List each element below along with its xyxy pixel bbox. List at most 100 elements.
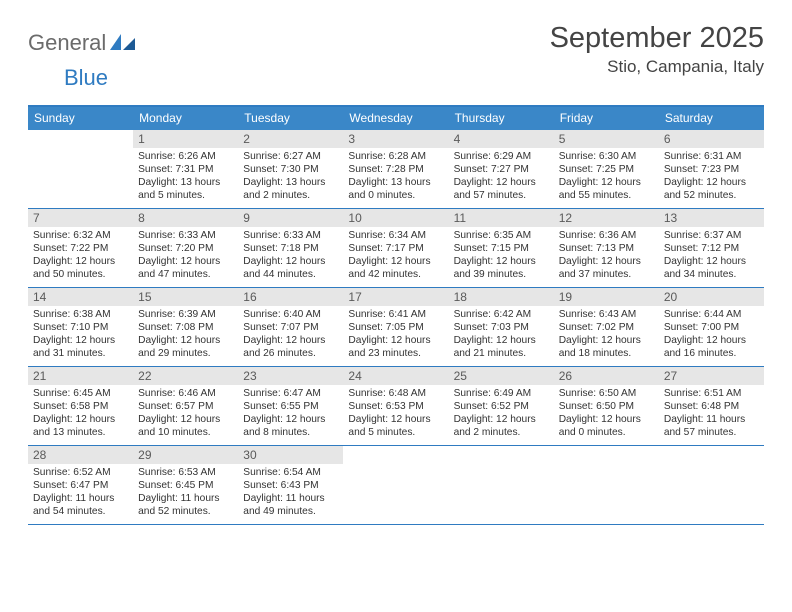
day-body: Sunrise: 6:52 AMSunset: 6:47 PMDaylight:… <box>28 464 133 522</box>
sunrise-text: Sunrise: 6:29 AM <box>454 150 549 163</box>
day-body: Sunrise: 6:44 AMSunset: 7:00 PMDaylight:… <box>659 306 764 364</box>
day-cell: 15Sunrise: 6:39 AMSunset: 7:08 PMDayligh… <box>133 288 238 366</box>
day-cell: 1Sunrise: 6:26 AMSunset: 7:31 PMDaylight… <box>133 130 238 208</box>
day-cell: 27Sunrise: 6:51 AMSunset: 6:48 PMDayligh… <box>659 367 764 445</box>
daylight-text: Daylight: 12 hours and 5 minutes. <box>348 413 443 439</box>
sunrise-text: Sunrise: 6:42 AM <box>454 308 549 321</box>
calendar: Sunday Monday Tuesday Wednesday Thursday… <box>28 105 764 525</box>
daylight-text: Daylight: 11 hours and 52 minutes. <box>138 492 233 518</box>
day-number: 15 <box>133 288 238 306</box>
daylight-text: Daylight: 12 hours and 18 minutes. <box>559 334 654 360</box>
day-cell: 10Sunrise: 6:34 AMSunset: 7:17 PMDayligh… <box>343 209 448 287</box>
sunset-text: Sunset: 6:57 PM <box>138 400 233 413</box>
sunset-text: Sunset: 7:20 PM <box>138 242 233 255</box>
daylight-text: Daylight: 12 hours and 50 minutes. <box>33 255 128 281</box>
sunrise-text: Sunrise: 6:31 AM <box>664 150 759 163</box>
daylight-text: Daylight: 12 hours and 34 minutes. <box>664 255 759 281</box>
daylight-text: Daylight: 12 hours and 10 minutes. <box>138 413 233 439</box>
dow-monday: Monday <box>133 107 238 130</box>
daylight-text: Daylight: 12 hours and 37 minutes. <box>559 255 654 281</box>
dow-sunday: Sunday <box>28 107 133 130</box>
day-number: 17 <box>343 288 448 306</box>
sunrise-text: Sunrise: 6:44 AM <box>664 308 759 321</box>
day-cell <box>554 446 659 524</box>
day-cell: 18Sunrise: 6:42 AMSunset: 7:03 PMDayligh… <box>449 288 554 366</box>
day-cell: 25Sunrise: 6:49 AMSunset: 6:52 PMDayligh… <box>449 367 554 445</box>
day-number: 22 <box>133 367 238 385</box>
daylight-text: Daylight: 12 hours and 57 minutes. <box>454 176 549 202</box>
sunrise-text: Sunrise: 6:33 AM <box>138 229 233 242</box>
sunset-text: Sunset: 7:13 PM <box>559 242 654 255</box>
daylight-text: Daylight: 12 hours and 55 minutes. <box>559 176 654 202</box>
day-body: Sunrise: 6:49 AMSunset: 6:52 PMDaylight:… <box>449 385 554 443</box>
month-title: September 2025 <box>550 22 764 55</box>
sunset-text: Sunset: 6:45 PM <box>138 479 233 492</box>
day-number: 29 <box>133 446 238 464</box>
sunrise-text: Sunrise: 6:49 AM <box>454 387 549 400</box>
day-number: 20 <box>659 288 764 306</box>
sunrise-text: Sunrise: 6:32 AM <box>33 229 128 242</box>
day-cell <box>343 446 448 524</box>
sunrise-text: Sunrise: 6:52 AM <box>33 466 128 479</box>
daylight-text: Daylight: 12 hours and 13 minutes. <box>33 413 128 439</box>
week-row: 7Sunrise: 6:32 AMSunset: 7:22 PMDaylight… <box>28 209 764 288</box>
day-cell: 2Sunrise: 6:27 AMSunset: 7:30 PMDaylight… <box>238 130 343 208</box>
day-body: Sunrise: 6:28 AMSunset: 7:28 PMDaylight:… <box>343 148 448 206</box>
day-number: 26 <box>554 367 659 385</box>
day-cell: 22Sunrise: 6:46 AMSunset: 6:57 PMDayligh… <box>133 367 238 445</box>
location: Stio, Campania, Italy <box>550 57 764 77</box>
day-cell <box>449 446 554 524</box>
day-body: Sunrise: 6:45 AMSunset: 6:58 PMDaylight:… <box>28 385 133 443</box>
day-cell: 30Sunrise: 6:54 AMSunset: 6:43 PMDayligh… <box>238 446 343 524</box>
sunrise-text: Sunrise: 6:45 AM <box>33 387 128 400</box>
day-cell: 12 Sunrise: 6:36 AMSunset: 7:13 PMDayligh… <box>554 209 659 287</box>
daylight-text: Daylight: 12 hours and 29 minutes. <box>138 334 233 360</box>
day-body: Sunrise: 6:33 AMSunset: 7:18 PMDaylight:… <box>238 227 343 285</box>
sunrise-text: Sunrise: 6:38 AM <box>33 308 128 321</box>
daylight-text: Daylight: 12 hours and 23 minutes. <box>348 334 443 360</box>
day-cell: 3Sunrise: 6:28 AMSunset: 7:28 PMDaylight… <box>343 130 448 208</box>
sunset-text: Sunset: 7:31 PM <box>138 163 233 176</box>
day-number: 12 <box>554 209 659 227</box>
logo-word-1: General <box>28 30 106 56</box>
week-row: 1 Sunrise: 6:26 AMSunset: 7:31 PM Daylight… <box>28 130 764 209</box>
daylight-text: Daylight: 12 hours and 26 minutes. <box>243 334 338 360</box>
day-body: Sunrise: 6:53 AMSunset: 6:45 PMDaylight:… <box>133 464 238 522</box>
sunrise-text: Sunrise: 6:26 AM <box>138 150 233 163</box>
day-number: 9 <box>238 209 343 227</box>
sunrise-text: Sunrise: 6:39 AM <box>138 308 233 321</box>
daylight-text: Daylight: 12 hours and 21 minutes. <box>454 334 549 360</box>
day-cell: 14Sunrise: 6:38 AMSunset: 7:10 PMDayligh… <box>28 288 133 366</box>
day-body: Sunrise: 6:51 AMSunset: 6:48 PMDaylight:… <box>659 385 764 443</box>
sunset-text: Sunset: 6:58 PM <box>33 400 128 413</box>
day-body: Sunrise: 6:47 AMSunset: 6:55 PMDaylight:… <box>238 385 343 443</box>
day-number: 1 <box>133 130 238 148</box>
day-body: Sunrise: 6:37 AMSunset: 7:12 PMDaylight:… <box>659 227 764 285</box>
week-row: 14Sunrise: 6:38 AMSunset: 7:10 PMDayligh… <box>28 288 764 367</box>
sunrise-text: Sunrise: 6:54 AM <box>243 466 338 479</box>
day-cell: 29Sunrise: 6:53 AMSunset: 6:45 PMDayligh… <box>133 446 238 524</box>
day-number: 16 <box>238 288 343 306</box>
day-number: 6 <box>659 130 764 148</box>
day-cell: 23Sunrise: 6:47 AMSunset: 6:55 PMDayligh… <box>238 367 343 445</box>
daylight-text: Daylight: 12 hours and 47 minutes. <box>138 255 233 281</box>
sunset-text: Sunset: 6:55 PM <box>243 400 338 413</box>
day-body: Sunrise: 6:34 AMSunset: 7:17 PMDaylight:… <box>343 227 448 285</box>
sunrise-text: Sunrise: 6:36 AM <box>559 229 654 242</box>
sunset-text: Sunset: 7:28 PM <box>348 163 443 176</box>
sunset-text: Sunset: 6:52 PM <box>454 400 549 413</box>
day-cell: 20Sunrise: 6:44 AMSunset: 7:00 PMDayligh… <box>659 288 764 366</box>
logo-sail-icon <box>110 34 136 52</box>
day-cell: 5Sunrise: 6:30 AMSunset: 7:25 PMDaylight… <box>554 130 659 208</box>
day-cell: 6Sunrise: 6:31 AMSunset: 7:23 PMDaylight… <box>659 130 764 208</box>
daylight-text: Daylight: 12 hours and 52 minutes. <box>664 176 759 202</box>
sunrise-text: Sunrise: 6:27 AM <box>243 150 338 163</box>
day-cell: 28Sunrise: 6:52 AMSunset: 6:47 PMDayligh… <box>28 446 133 524</box>
day-cell: 17Sunrise: 6:41 AMSunset: 7:05 PMDayligh… <box>343 288 448 366</box>
logo-word-2: Blue <box>64 65 108 91</box>
day-number: 21 <box>28 367 133 385</box>
day-number: 13 <box>659 209 764 227</box>
sunrise-text: Sunrise: 6:51 AM <box>664 387 759 400</box>
sunrise-text: Sunrise: 6:43 AM <box>559 308 654 321</box>
day-body: Sunrise: 6:40 AMSunset: 7:07 PMDaylight:… <box>238 306 343 364</box>
